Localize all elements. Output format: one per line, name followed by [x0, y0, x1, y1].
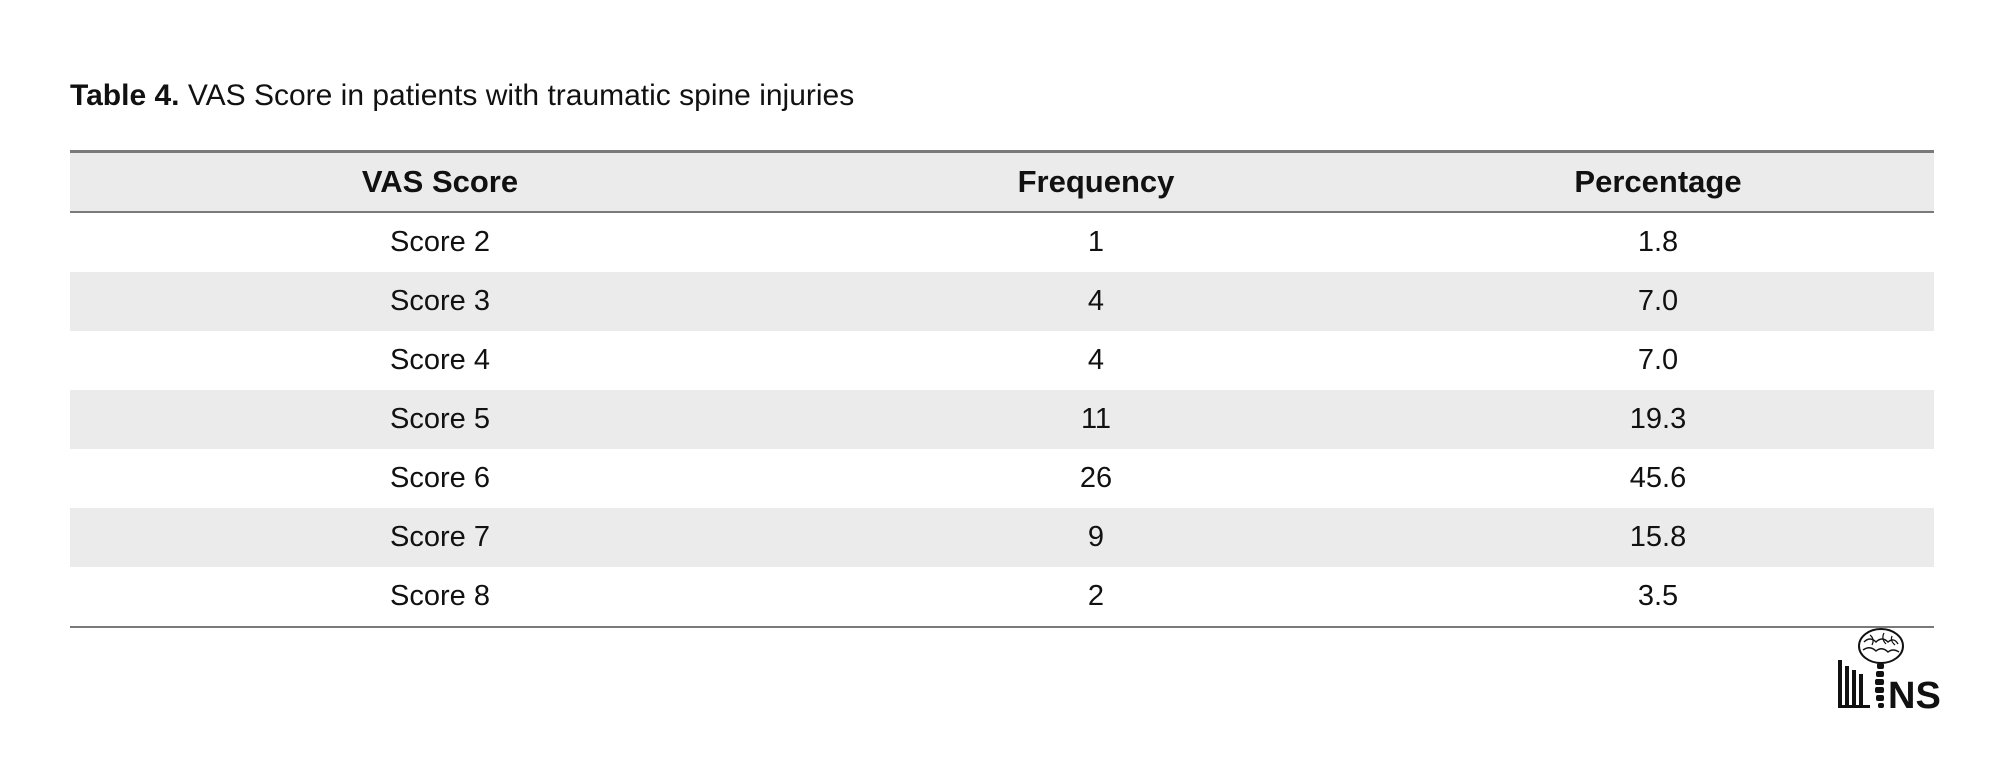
cell-frequency: 4	[1087, 344, 1105, 376]
cell-percentage: 1.8	[1637, 226, 1679, 258]
table-header-row: VAS Score Frequency Percentage	[70, 151, 1934, 212]
cell-percentage: 19.3	[1629, 403, 1687, 435]
cell-percentage: 3.5	[1637, 580, 1679, 612]
cell-frequency: 11	[1080, 403, 1112, 435]
table-caption: Table 4. VAS Score in patients with trau…	[70, 76, 854, 116]
table-row: Score 8 2 3.5	[70, 567, 1934, 627]
cell-vas-score: Score 3	[390, 285, 490, 317]
cell-vas-score: Score 4	[390, 344, 490, 376]
data-table-container: VAS Score Frequency Percentage Score 2 1…	[70, 150, 1934, 628]
cell-frequency: 4	[1087, 285, 1105, 317]
table-row: Score 2 1 1.8	[70, 212, 1934, 272]
cell-frequency: 1	[1087, 226, 1105, 258]
journal-logo: NS	[1836, 626, 1942, 717]
cell-vas-score: Score 6	[390, 462, 490, 494]
table-row: Score 6 26 45.6	[70, 449, 1934, 508]
table-row: Score 7 9 15.8	[70, 508, 1934, 567]
table-caption-label: Table 4.	[70, 79, 180, 112]
cell-percentage: 7.0	[1637, 285, 1679, 317]
column-header-vas-score: VAS Score	[361, 164, 519, 199]
brain-spine-logo-icon: NS	[1838, 628, 1941, 717]
cell-frequency: 9	[1087, 521, 1105, 553]
cell-percentage: 7.0	[1637, 344, 1679, 376]
cell-percentage: 45.6	[1629, 462, 1687, 494]
cell-vas-score: Score 2	[390, 226, 490, 258]
cell-vas-score: Score 7	[390, 521, 490, 553]
column-header-percentage: Percentage	[1574, 164, 1742, 199]
table-row: Score 5 11 19.3	[70, 390, 1934, 449]
cell-vas-score: Score 5	[390, 403, 490, 435]
cell-frequency: 2	[1087, 580, 1105, 612]
table-caption-text: VAS Score in patients with traumatic spi…	[179, 79, 855, 112]
cell-vas-score: Score 8	[390, 580, 490, 612]
cell-frequency: 26	[1079, 462, 1113, 494]
cell-percentage: 15.8	[1629, 521, 1687, 553]
table-row: Score 3 4 7.0	[70, 272, 1934, 331]
table-row: Score 4 4 7.0	[70, 331, 1934, 390]
logo-text: NS	[1888, 675, 1941, 710]
vas-score-table: VAS Score Frequency Percentage Score 2 1…	[70, 150, 1934, 628]
column-header-frequency: Frequency	[1017, 164, 1175, 199]
